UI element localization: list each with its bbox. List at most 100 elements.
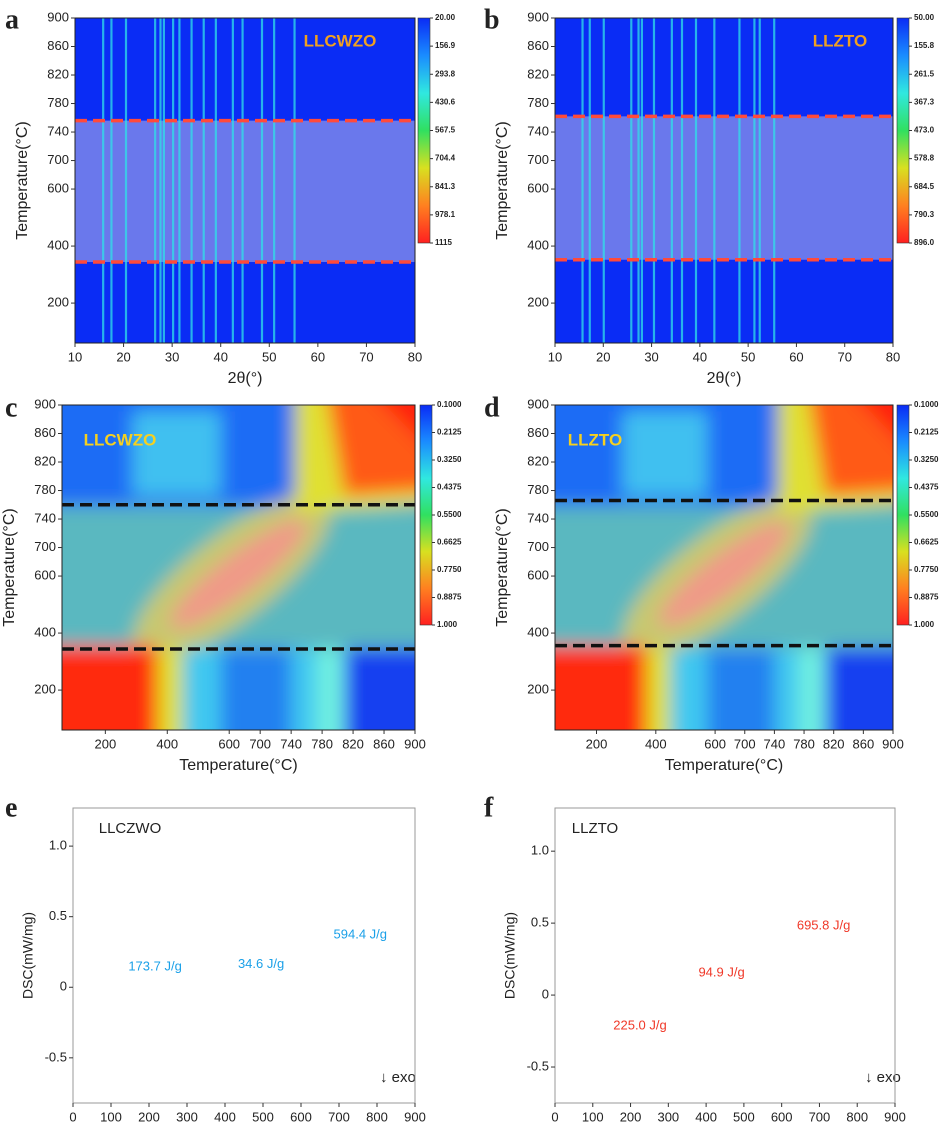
x-tick-label: 600 — [290, 1109, 312, 1124]
y-tick-label: 700 — [47, 152, 69, 167]
y-tick-label: 740 — [527, 123, 549, 138]
panel-letter: d — [484, 392, 500, 423]
y-tick-label: 900 — [527, 396, 549, 411]
x-tick-label: 700 — [249, 736, 271, 751]
y-tick-label: 600 — [47, 180, 69, 195]
upper-right — [328, 405, 415, 496]
colorbar-tick-label: 473.0 — [914, 126, 935, 135]
y-tick-label: 900 — [34, 396, 56, 411]
colorbar-tick-label: 1.000 — [437, 620, 458, 629]
colorbar-tick-label: 790.3 — [914, 210, 935, 219]
colorbar — [896, 404, 910, 626]
y-tick-label: 780 — [34, 482, 56, 497]
y-tick-label: 600 — [527, 180, 549, 195]
colorbar — [419, 404, 433, 626]
x-tick-label: 500 — [733, 1109, 755, 1124]
colorbar-tick-label: 684.5 — [914, 182, 935, 191]
y-tick-label: 0 — [60, 979, 67, 994]
x-tick-label: 900 — [884, 1109, 906, 1124]
plot-frame — [554, 807, 896, 1104]
lower-region — [707, 648, 775, 730]
y-axis-label: Temperature(°C) — [1, 508, 18, 626]
x-tick-label: 860 — [373, 736, 395, 751]
x-tick-label: 70 — [837, 349, 851, 364]
y-tick-label: -0.5 — [527, 1058, 549, 1073]
x-tick-label: 50 — [262, 349, 276, 364]
x-tick-label: 60 — [789, 349, 803, 364]
panel: 173.7 J/g 34.6 J/g 594.4 J/g ↓ exo 0 100 200 30… — [5, 792, 426, 1124]
sample-label: LLCZWO — [99, 820, 162, 837]
x-tick-label: 100 — [100, 1109, 122, 1124]
y-tick-label: 780 — [527, 95, 549, 110]
annotation: ↓ exo — [865, 1069, 901, 1086]
colorbar-tick-label: 0.7750 — [437, 565, 462, 574]
y-tick-label: 0 — [542, 987, 549, 1002]
x-tick-label: 780 — [793, 736, 815, 751]
y-tick-label: 1.0 — [49, 838, 67, 853]
plot-frame-bg — [73, 808, 415, 1103]
x-tick-label: 400 — [645, 736, 667, 751]
x-tick-label: 900 — [882, 736, 904, 751]
lower-region — [62, 645, 158, 730]
peak-area-label: 34.6 J/g — [238, 956, 284, 971]
transition-band — [555, 116, 893, 260]
colorbar-tick-label: 0.3250 — [914, 455, 939, 464]
x-tick-label: 60 — [311, 349, 325, 364]
y-tick-label: 700 — [527, 539, 549, 554]
colorbar-tick-label: 0.4375 — [914, 483, 939, 492]
y-tick-label: 1.0 — [531, 843, 549, 858]
colorbar-tick-label: 0.5500 — [437, 510, 462, 519]
y-tick-label: 780 — [47, 95, 69, 110]
x-tick-label: 900 — [404, 1109, 426, 1124]
x-tick-label: 820 — [823, 736, 845, 751]
y-tick-label: 700 — [34, 539, 56, 554]
y-tick-label: 200 — [527, 682, 549, 697]
colorbar-tick-label: 841.3 — [435, 182, 456, 191]
lower-region — [798, 648, 826, 730]
y-tick-label: 900 — [47, 9, 69, 24]
panel: 50.00 155.8 261.5 367.3 473.0 578.8 684.5 790.3… — [484, 4, 935, 387]
colorbar-tick-label: 0.6625 — [437, 538, 462, 547]
y-tick-label: 600 — [34, 567, 56, 582]
plot-frame-bg — [555, 808, 895, 1103]
upper-right — [810, 405, 893, 496]
x-axis-label: Temperature(°C) — [179, 757, 297, 774]
colorbar-tick-label: 0.3250 — [437, 455, 462, 464]
y-tick-label: 700 — [527, 152, 549, 167]
y-axis-label: Temperature(°C) — [494, 121, 511, 239]
colorbar-tick-label: 156.9 — [435, 41, 456, 50]
contour-field — [62, 405, 415, 730]
x-axis-label: 2θ(°) — [707, 370, 742, 387]
colorbar-tick-label: 567.5 — [435, 126, 456, 135]
x-tick-label: 600 — [218, 736, 240, 751]
upper-right — [384, 405, 415, 436]
x-tick-label: 800 — [366, 1109, 388, 1124]
x-tick-label: 20 — [596, 349, 610, 364]
transition-band — [75, 120, 415, 263]
colorbar-tick-label: 0.4375 — [437, 483, 462, 492]
colorbar-tick-label: 0.8875 — [437, 593, 462, 602]
plot-area — [75, 18, 415, 343]
x-tick-label: 300 — [657, 1109, 679, 1124]
plot-frame — [74, 17, 416, 344]
lower-region — [825, 648, 893, 730]
y-tick-label: -0.5 — [45, 1049, 67, 1064]
x-tick-label: 600 — [704, 736, 726, 751]
colorbar-tick-label: 978.1 — [435, 210, 456, 219]
panel: 225.0 J/g 94.9 J/g 695.8 J/g ↓ exo 0 100 200 30… — [484, 792, 906, 1124]
y-tick-label: 400 — [34, 625, 56, 640]
colorbar-tick-label: 367.3 — [914, 97, 935, 106]
plot-frame — [61, 404, 416, 731]
y-tick-label: 860 — [527, 425, 549, 440]
middle-region — [170, 519, 307, 629]
sample-label: LLCWZO — [304, 31, 377, 50]
y-tick-label: 820 — [527, 66, 549, 81]
plot-frame — [72, 807, 416, 1104]
plot-frame — [554, 404, 894, 731]
colorbar-tick-label: 0.2125 — [914, 428, 939, 437]
y-tick-label: 740 — [47, 123, 69, 138]
y-axis-label: Temperature(°C) — [494, 508, 511, 626]
x-tick-label: 600 — [771, 1109, 793, 1124]
colorbar-tick-label: 0.5500 — [914, 510, 939, 519]
